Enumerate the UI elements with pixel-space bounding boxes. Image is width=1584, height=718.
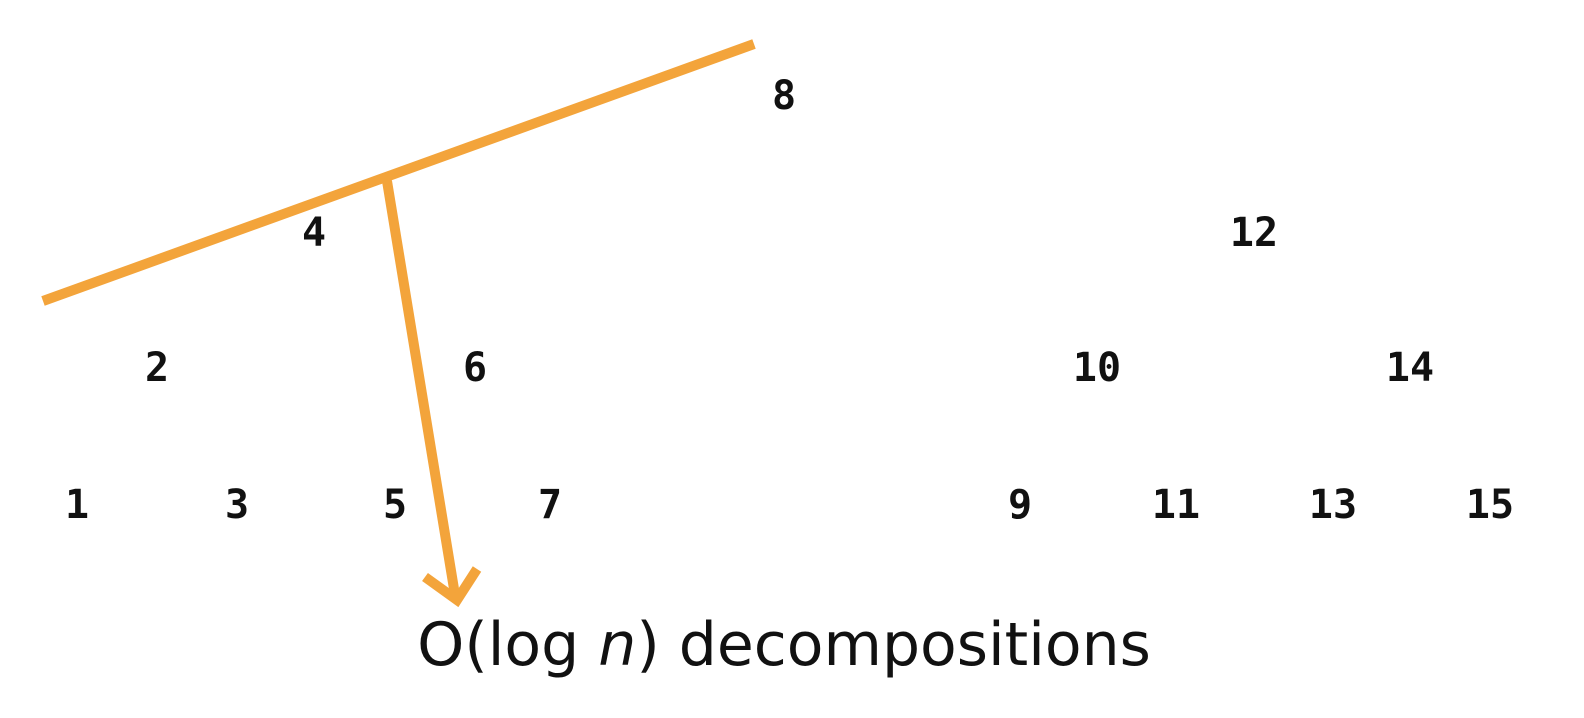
- node-label-11: 11: [1152, 482, 1200, 528]
- caption-prefix: O(log: [417, 610, 598, 680]
- node-label-13: 13: [1309, 482, 1357, 528]
- node-label-6: 6: [463, 345, 487, 391]
- decomposition-arrow-head: [422, 566, 482, 608]
- node-label-15: 15: [1466, 482, 1514, 528]
- node-label-1: 1: [65, 482, 89, 528]
- decomposition-arrow-shaft: [382, 180, 460, 596]
- node-label-14: 14: [1386, 345, 1434, 391]
- caption-suffix: ) decompositions: [636, 610, 1151, 680]
- decomposition-cut-line: [41, 39, 756, 306]
- node-label-4: 4: [302, 210, 326, 256]
- caption-variable: n: [598, 610, 636, 680]
- node-label-5: 5: [383, 482, 407, 528]
- node-label-7: 7: [538, 482, 562, 528]
- node-label-8: 8: [772, 73, 796, 119]
- node-label-2: 2: [145, 345, 169, 391]
- node-label-10: 10: [1073, 345, 1121, 391]
- node-label-3: 3: [225, 482, 249, 528]
- node-label-9: 9: [1008, 482, 1032, 528]
- caption: O(log n) decompositions: [417, 610, 1151, 680]
- node-label-12: 12: [1230, 210, 1278, 256]
